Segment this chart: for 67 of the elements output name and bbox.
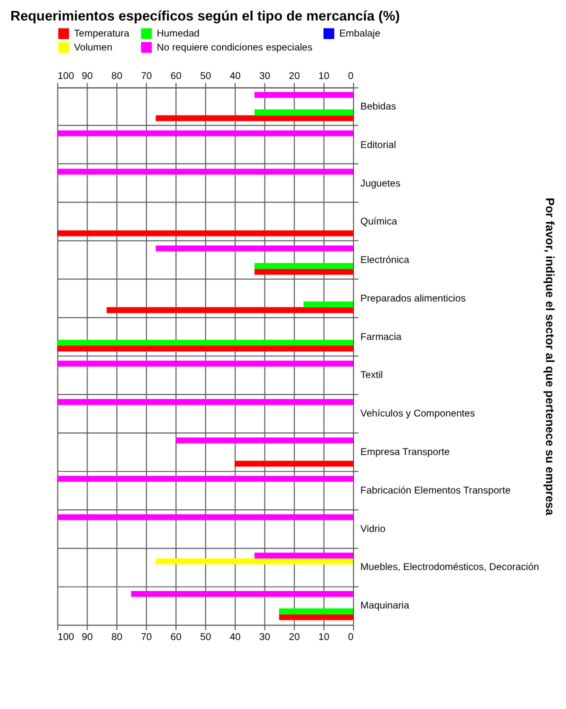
y-tick-label: Textil: [360, 370, 383, 382]
legend-label: No requiere condiciones especiales: [156, 42, 313, 54]
y-tick-label: Muebles, Electrodomésticos, Decoración: [360, 562, 540, 574]
bar: [254, 92, 354, 98]
x-tick-label: 30: [259, 70, 271, 82]
bar: [156, 115, 354, 122]
bar: [156, 558, 354, 564]
y-tick-label: Juguetes: [360, 178, 400, 190]
y-tick-label: Vehículos y Componentes: [360, 408, 476, 420]
x-tick-label: 60: [170, 70, 182, 82]
x2-tick-label: 90: [82, 632, 94, 644]
bar: [156, 246, 354, 252]
bar: [254, 552, 354, 559]
legend-label: Temperatura: [74, 28, 130, 40]
legend-label: Humedad: [156, 28, 200, 40]
y-tick-label: Empresa Transporte: [360, 446, 450, 458]
bar: [254, 268, 354, 275]
bar: [131, 590, 354, 597]
legend-label: Volumen: [74, 42, 112, 54]
x2-tick-label: 40: [230, 632, 242, 644]
x2-tick-label: 60: [170, 632, 182, 644]
bar: [254, 262, 354, 269]
y-tick-label: Química: [360, 216, 398, 228]
x-tick-label: 10: [318, 70, 330, 82]
x-tick-label: 0: [348, 70, 354, 82]
x-tick-label: 90: [82, 70, 94, 82]
bar: [234, 460, 354, 467]
bar: [106, 307, 354, 314]
x2-tick-label: 30: [259, 632, 271, 644]
x-tick-label: 20: [288, 70, 300, 82]
y-tick-label: Fabricación Elementos Transporte: [360, 485, 512, 496]
x-tick-label: 70: [140, 70, 152, 82]
bar: [57, 130, 354, 136]
y-tick-label: Vidrio: [360, 524, 386, 535]
y-tick-label: Editorial: [360, 140, 396, 151]
bar: [57, 514, 354, 520]
bar: [57, 360, 354, 367]
bar: [279, 608, 354, 614]
x-tick-label: 50: [200, 70, 212, 82]
bar: [57, 340, 354, 346]
x2-tick-label: 10: [318, 632, 330, 644]
bar: [57, 346, 354, 352]
y-tick-label: Maquinaria: [360, 600, 410, 612]
bar: [279, 614, 354, 620]
bar: [254, 109, 354, 116]
bar: [57, 168, 354, 175]
x-tick-label: 40: [230, 70, 242, 82]
y-tick-label: Bebidas: [360, 102, 396, 113]
y-axis-title: Por favor, indique el sector al que pertenece su empresa: [542, 198, 557, 516]
bar: [57, 476, 354, 482]
chart-title: Requerimientos específicos según el tipo de mercancía (%): [10, 8, 400, 24]
x2-tick-label: 100: [58, 632, 75, 644]
x-tick-label: 80: [111, 70, 123, 82]
bar: [57, 399, 354, 405]
x-tick-label: 100: [58, 70, 75, 82]
legend-label: Embalaje: [339, 28, 381, 40]
x2-tick-label: 0: [348, 632, 354, 644]
x2-tick-label: 80: [111, 632, 123, 644]
bar: [176, 437, 354, 444]
y-tick-label: Preparados alimenticios: [360, 293, 466, 304]
x2-tick-label: 20: [288, 632, 300, 644]
y-tick-label: Electrónica: [360, 255, 410, 266]
x2-tick-label: 50: [200, 632, 212, 644]
bar: [304, 301, 354, 308]
x2-tick-label: 70: [140, 632, 152, 644]
bar: [57, 230, 354, 236]
y-tick-label: Farmacia: [360, 332, 402, 343]
